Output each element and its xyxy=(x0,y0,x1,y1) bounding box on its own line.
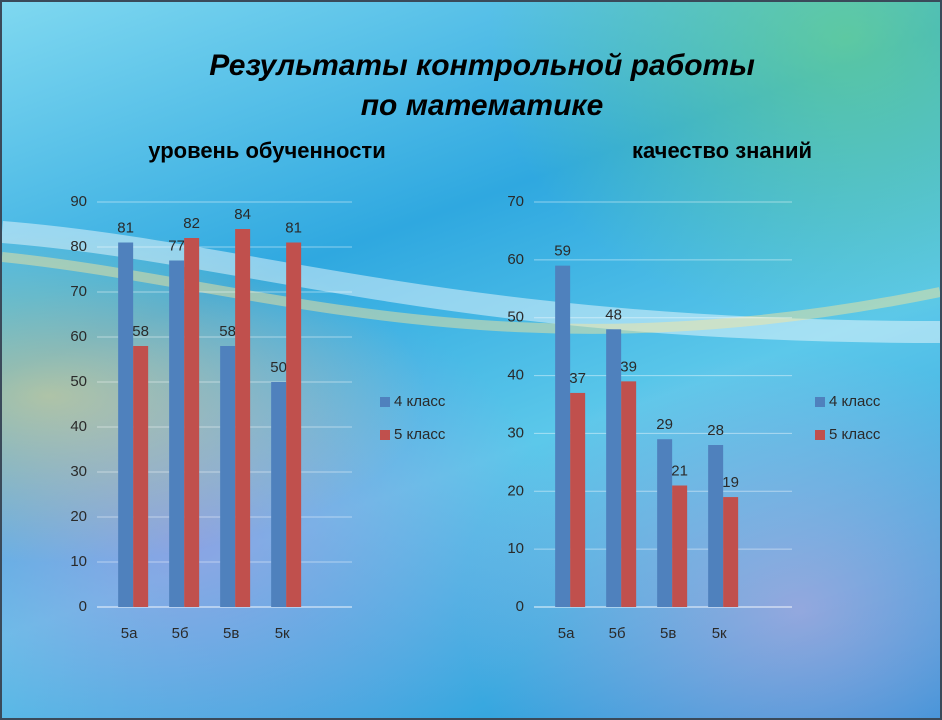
data-label: 59 xyxy=(554,243,571,260)
bar xyxy=(555,265,571,607)
y-tick-label: 90 xyxy=(70,193,87,210)
legend-swatch xyxy=(815,397,825,407)
y-tick-label: 50 xyxy=(70,373,87,390)
x-tick-label: 5к xyxy=(712,625,727,642)
bar xyxy=(169,260,185,607)
data-label: 29 xyxy=(656,416,673,433)
x-tick-label: 5в xyxy=(660,625,676,642)
data-label: 21 xyxy=(671,462,688,479)
chart-title: уровень обученности xyxy=(148,138,385,163)
data-label: 39 xyxy=(620,358,637,375)
data-label: 28 xyxy=(707,422,724,439)
legend-swatch xyxy=(815,430,825,440)
bar xyxy=(286,242,302,607)
data-label: 50 xyxy=(270,359,287,376)
y-tick-label: 30 xyxy=(70,463,87,480)
bar xyxy=(133,346,149,607)
x-tick-label: 5а xyxy=(121,625,138,642)
chart-title: качество знаний xyxy=(632,138,812,163)
y-tick-label: 30 xyxy=(507,424,524,441)
y-tick-label: 70 xyxy=(70,283,87,300)
data-label: 84 xyxy=(234,206,251,223)
bar xyxy=(570,392,586,607)
legend-swatch xyxy=(380,430,390,440)
y-tick-label: 60 xyxy=(507,251,524,268)
bar xyxy=(657,439,673,607)
y-tick-label: 80 xyxy=(70,238,87,255)
data-label: 48 xyxy=(605,306,622,323)
y-tick-label: 10 xyxy=(70,553,87,570)
data-label: 81 xyxy=(285,219,302,236)
y-tick-label: 50 xyxy=(507,309,524,326)
data-label: 19 xyxy=(722,474,739,491)
legend-label: 5 класс xyxy=(829,426,881,443)
data-label: 37 xyxy=(569,370,586,387)
y-tick-label: 0 xyxy=(79,598,87,615)
y-tick-label: 20 xyxy=(70,508,87,525)
x-tick-label: 5а xyxy=(558,625,575,642)
bar xyxy=(708,445,724,607)
x-tick-label: 5к xyxy=(275,625,290,642)
y-tick-label: 10 xyxy=(507,540,524,557)
y-tick-label: 0 xyxy=(516,598,524,615)
legend-swatch xyxy=(380,397,390,407)
bar xyxy=(672,485,688,607)
data-label: 81 xyxy=(117,219,134,236)
bar xyxy=(235,229,251,607)
slide-title: Результаты контрольной работы xyxy=(209,49,755,82)
data-label: 82 xyxy=(183,215,200,232)
bar xyxy=(184,238,200,607)
slide-title: по математике xyxy=(361,89,604,122)
legend-label: 4 класс xyxy=(394,393,446,410)
x-tick-label: 5б xyxy=(609,625,626,642)
y-tick-label: 20 xyxy=(507,482,524,499)
x-tick-label: 5б xyxy=(172,625,189,642)
bar xyxy=(220,346,236,607)
data-label: 58 xyxy=(219,323,236,340)
bar xyxy=(118,242,134,607)
data-label: 77 xyxy=(168,237,185,254)
bar xyxy=(723,497,739,607)
bar xyxy=(606,329,622,607)
data-label: 58 xyxy=(132,323,149,340)
y-tick-label: 70 xyxy=(507,193,524,210)
legend-label: 4 класс xyxy=(829,393,881,410)
y-tick-label: 60 xyxy=(70,328,87,345)
y-tick-label: 40 xyxy=(507,367,524,384)
bar xyxy=(621,381,637,607)
x-tick-label: 5в xyxy=(223,625,239,642)
bar xyxy=(271,382,287,607)
y-tick-label: 40 xyxy=(70,418,87,435)
legend-label: 5 класс xyxy=(394,426,446,443)
